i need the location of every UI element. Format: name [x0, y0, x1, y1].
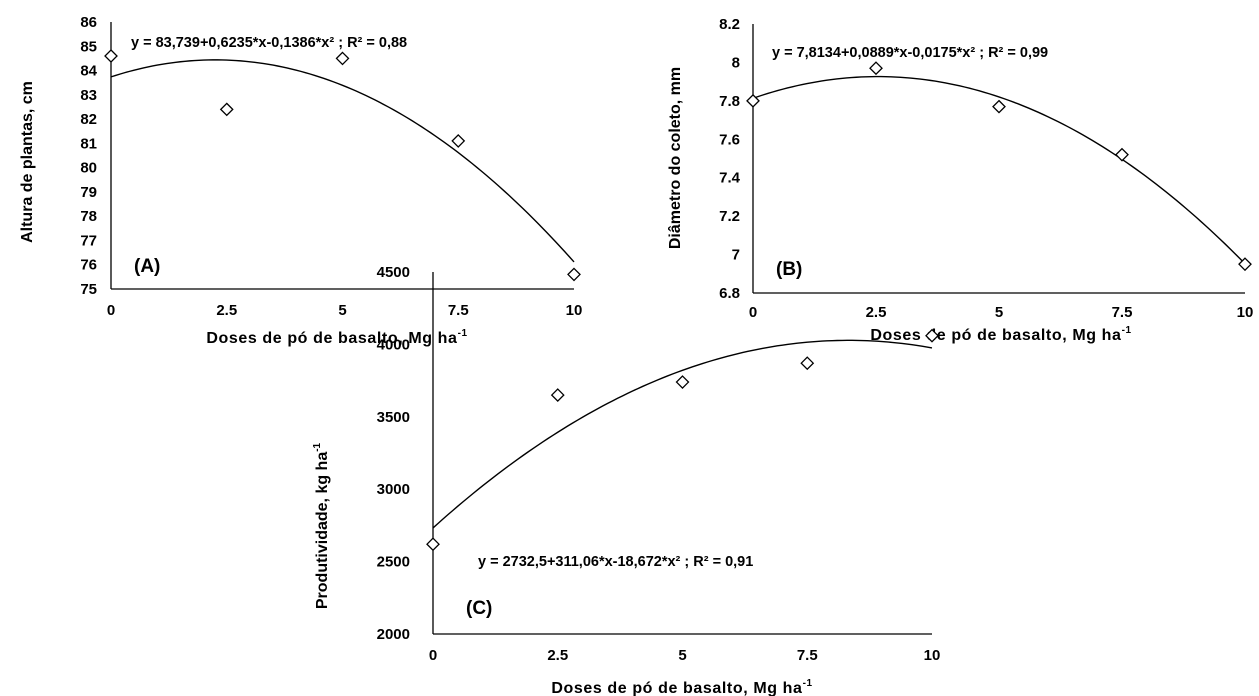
- y-tick-label: 7.4: [719, 170, 741, 187]
- y-tick-label: 78: [80, 208, 97, 225]
- y-tick-label: 2500: [377, 554, 410, 571]
- panel-label-c: (C): [466, 598, 492, 619]
- x-tick-label: 2.5: [547, 647, 568, 664]
- x-tick-label: 10: [924, 647, 941, 664]
- data-point-a: [335, 51, 350, 66]
- x-tick-label: 7.5: [448, 302, 469, 319]
- y-tick-label: 86: [80, 14, 97, 31]
- regression-equation-b: y = 7,8134+0,0889*x-0,0175*x² ; R² = 0,9…: [772, 45, 1048, 61]
- y-tick-label: 85: [80, 38, 97, 55]
- x-tick-label: 0: [429, 647, 437, 664]
- y-tick-label: 84: [80, 63, 97, 80]
- y-tick-label: 75: [80, 281, 97, 298]
- x-tick-label: 2.5: [216, 302, 237, 319]
- chart-panel-b: Diâmetro do coleto, mm Doses de pó de ba…: [667, 16, 1253, 344]
- x-tick-label: 5: [678, 647, 686, 664]
- data-point-c: [675, 375, 690, 389]
- x-tick-label: 5: [338, 302, 346, 319]
- y-tick-label: 2000: [377, 626, 410, 643]
- regression-equation-a: y = 83,739+0,6235*x-0,1386*x² ; R² = 0,8…: [131, 35, 407, 51]
- x-tick-label: 5: [995, 304, 1003, 321]
- y-tick-label: 83: [80, 87, 97, 104]
- regression-curve-b: [752, 75, 1246, 265]
- y-tick-label: 7.6: [719, 131, 740, 148]
- regression-equation-c: y = 2732,5+311,06*x-18,672*x² ; R² = 0,9…: [478, 554, 753, 570]
- x-tick-label: 0: [749, 304, 757, 321]
- chart-panel-c: Produtividade, kg ha-1 Doses de pó de ba…: [312, 264, 940, 696]
- chart-panel-a: Altura de plantas, cm Doses de pó de bas…: [19, 14, 582, 347]
- y-tick-label: 6.8: [719, 285, 740, 302]
- y-tick-label: 8: [732, 54, 740, 71]
- y-tick-label: 7: [732, 247, 740, 264]
- y-axis-title-c: Produtividade, kg ha-1: [312, 442, 331, 609]
- y-axis-title-a: Altura de plantas, cm: [19, 81, 36, 243]
- data-point-b: [869, 61, 883, 76]
- panel-label-b: (B): [776, 259, 802, 280]
- data-point-b: [1115, 147, 1129, 162]
- x-tick-label: 7.5: [797, 647, 818, 664]
- data-point-a: [567, 267, 581, 282]
- y-tick-label: 80: [80, 160, 97, 177]
- x-tick-label: 10: [1237, 304, 1254, 321]
- data-point-b: [1238, 257, 1252, 272]
- y-tick-label: 79: [80, 184, 97, 201]
- data-point-a: [219, 102, 234, 117]
- y-tick-label: 82: [80, 111, 97, 128]
- data-point-a: [104, 49, 118, 63]
- y-tick-label: 3000: [377, 481, 410, 498]
- x-tick-label: 0: [107, 302, 115, 319]
- y-tick-label: 4500: [377, 264, 410, 281]
- data-point-c: [925, 328, 939, 343]
- y-tick-label: 7.2: [719, 208, 740, 225]
- y-tick-label: 81: [80, 135, 97, 152]
- data-point-c: [550, 388, 565, 402]
- y-tick-label: 76: [80, 257, 97, 274]
- data-point-b: [746, 93, 760, 108]
- x-tick-label: 2.5: [866, 304, 887, 321]
- data-point-c: [800, 356, 815, 371]
- x-axis-title-c: Doses de pó de basalto, Mg ha-1: [551, 678, 812, 696]
- y-tick-label: 8.2: [719, 16, 740, 33]
- panel-label-a: (A): [134, 256, 160, 277]
- x-tick-label: 10: [566, 302, 583, 319]
- data-point-c: [426, 537, 440, 552]
- y-axis-title-b: Diâmetro do coleto, mm: [667, 67, 684, 249]
- data-point-a: [451, 134, 466, 148]
- y-tick-label: 77: [80, 232, 97, 249]
- y-tick-label: 4000: [377, 336, 410, 353]
- y-tick-label: 3500: [377, 409, 410, 426]
- x-axis-title-b: Doses de pó de basalto, Mg ha-1: [870, 325, 1131, 344]
- x-axis-title-a: Doses de pó de basalto, Mg ha-1: [206, 328, 467, 347]
- regression-curve-a: [110, 59, 575, 263]
- x-tick-label: 7.5: [1112, 304, 1133, 321]
- y-tick-label: 7.8: [719, 93, 740, 110]
- data-point-b: [992, 99, 1006, 114]
- regression-curve-c: [432, 339, 933, 529]
